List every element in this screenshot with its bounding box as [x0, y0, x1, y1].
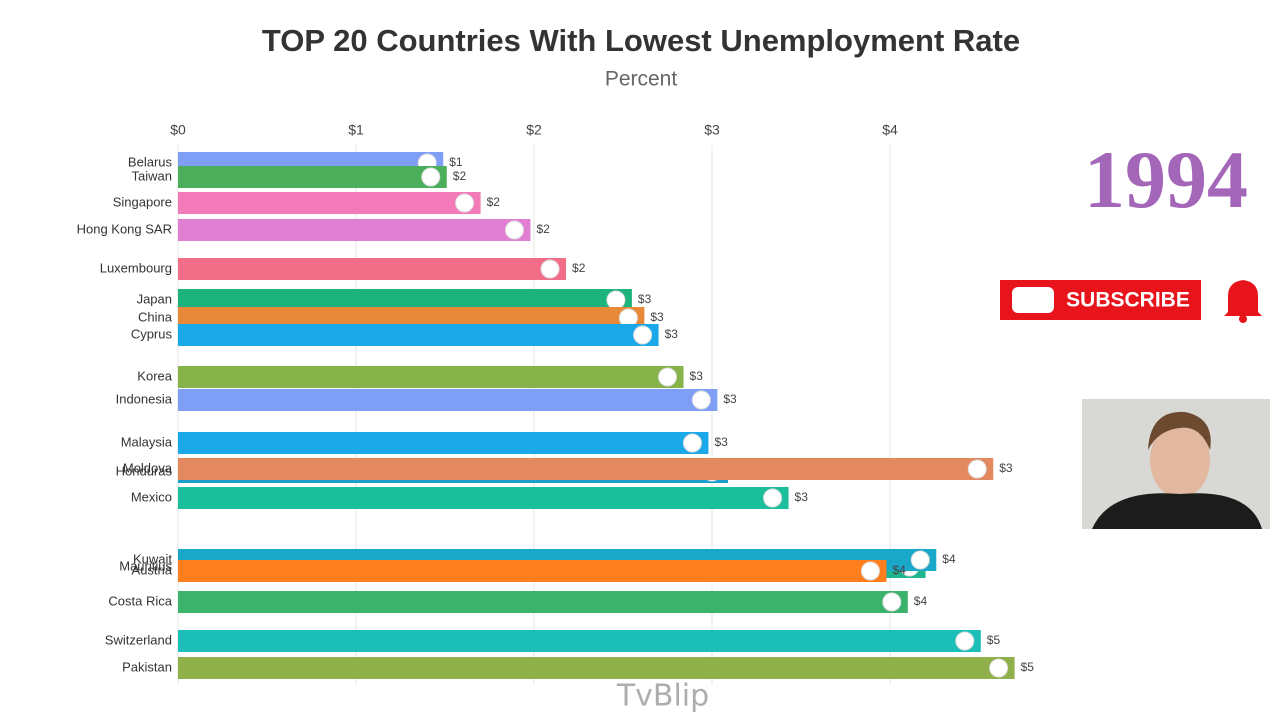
- category-label: Honduras: [116, 463, 173, 478]
- category-label: Korea: [137, 368, 172, 383]
- value-label: $4: [892, 563, 906, 577]
- bar: [178, 591, 908, 613]
- flag-icon: [910, 550, 930, 570]
- value-label: $3: [714, 435, 728, 449]
- value-label: $3: [665, 327, 679, 341]
- bar: [178, 366, 684, 388]
- flag-icon: [504, 220, 524, 240]
- flag-icon: [882, 592, 902, 612]
- flag-icon: [606, 290, 626, 310]
- x-tick-label: $4: [882, 122, 898, 138]
- bar: [178, 289, 632, 311]
- bar: [178, 458, 994, 480]
- category-label: Indonesia: [116, 391, 173, 406]
- category-label: Singapore: [113, 194, 172, 209]
- value-label: $2: [536, 222, 550, 236]
- watermark: TvBlip: [616, 679, 709, 714]
- value-label: $2: [453, 169, 467, 183]
- category-label: Taiwan: [132, 168, 172, 183]
- category-label: Moldova: [123, 460, 173, 475]
- value-label: $4: [914, 594, 928, 608]
- chart-subtitle: Percent: [605, 68, 678, 91]
- year-label: 1994: [1084, 134, 1248, 225]
- bell-icon: [1224, 280, 1262, 316]
- value-label: $4: [942, 552, 956, 566]
- bar: [178, 389, 718, 411]
- subscribe-icon: [1012, 287, 1054, 313]
- flag-icon: [540, 259, 560, 279]
- flag-icon: [455, 193, 475, 213]
- flag-icon: [421, 167, 441, 187]
- category-label: Belarus: [128, 154, 173, 169]
- bell-clapper: [1239, 315, 1247, 323]
- bar: [178, 258, 567, 280]
- x-tick-label: $2: [526, 122, 542, 138]
- value-label: $3: [723, 392, 737, 406]
- value-label: $2: [487, 195, 501, 209]
- category-label: Mauritius: [119, 558, 172, 573]
- flag-icon: [989, 658, 1009, 678]
- value-label: $3: [795, 490, 809, 504]
- bar: [178, 657, 1015, 679]
- bar: [178, 432, 709, 454]
- x-tick-label: $3: [704, 122, 720, 138]
- x-tick-label: $0: [170, 122, 186, 138]
- category-label: Japan: [137, 291, 172, 306]
- flag-icon: [967, 459, 987, 479]
- flag-icon: [633, 325, 653, 345]
- category-label: Pakistan: [122, 659, 172, 674]
- value-label: $3: [638, 292, 652, 306]
- value-label: $5: [1021, 660, 1035, 674]
- bar: [178, 487, 789, 509]
- flag-icon: [763, 488, 783, 508]
- category-label: China: [138, 309, 173, 324]
- category-label: Switzerland: [105, 632, 172, 647]
- value-label: $3: [999, 461, 1013, 475]
- bar: [178, 192, 481, 214]
- bar: [178, 166, 447, 188]
- bar: [178, 307, 645, 329]
- flag-icon: [955, 631, 975, 651]
- category-label: Cyprus: [131, 326, 173, 341]
- category-label: Hong Kong SAR: [77, 221, 172, 236]
- category-label: Austria: [132, 562, 173, 577]
- flag-icon: [860, 561, 880, 581]
- category-label: Malaysia: [121, 434, 173, 449]
- category-label: Mexico: [131, 489, 172, 504]
- value-label: $3: [690, 369, 704, 383]
- webcam-body: [1092, 493, 1262, 529]
- webcam-hair: [1148, 411, 1211, 450]
- chart-title: TOP 20 Countries With Lowest Unemploymen…: [262, 23, 1020, 58]
- webcam-face: [1150, 422, 1210, 498]
- value-label: $5: [987, 633, 1001, 647]
- value-label: $2: [572, 261, 586, 275]
- flag-icon: [691, 390, 711, 410]
- subscribe-text: SUBSCRIBE: [1066, 289, 1190, 312]
- x-tick-label: $1: [348, 122, 364, 138]
- category-label: Costa Rica: [108, 593, 172, 608]
- bar: [178, 560, 887, 582]
- flag-icon: [682, 433, 702, 453]
- bar: [178, 630, 981, 652]
- category-label: Luxembourg: [100, 260, 172, 275]
- flag-icon: [658, 367, 678, 387]
- value-label: $3: [650, 310, 664, 324]
- bar: [178, 324, 659, 346]
- category-label: Kuwait: [133, 551, 172, 566]
- bar: [178, 219, 531, 241]
- value-label: $1: [449, 155, 463, 169]
